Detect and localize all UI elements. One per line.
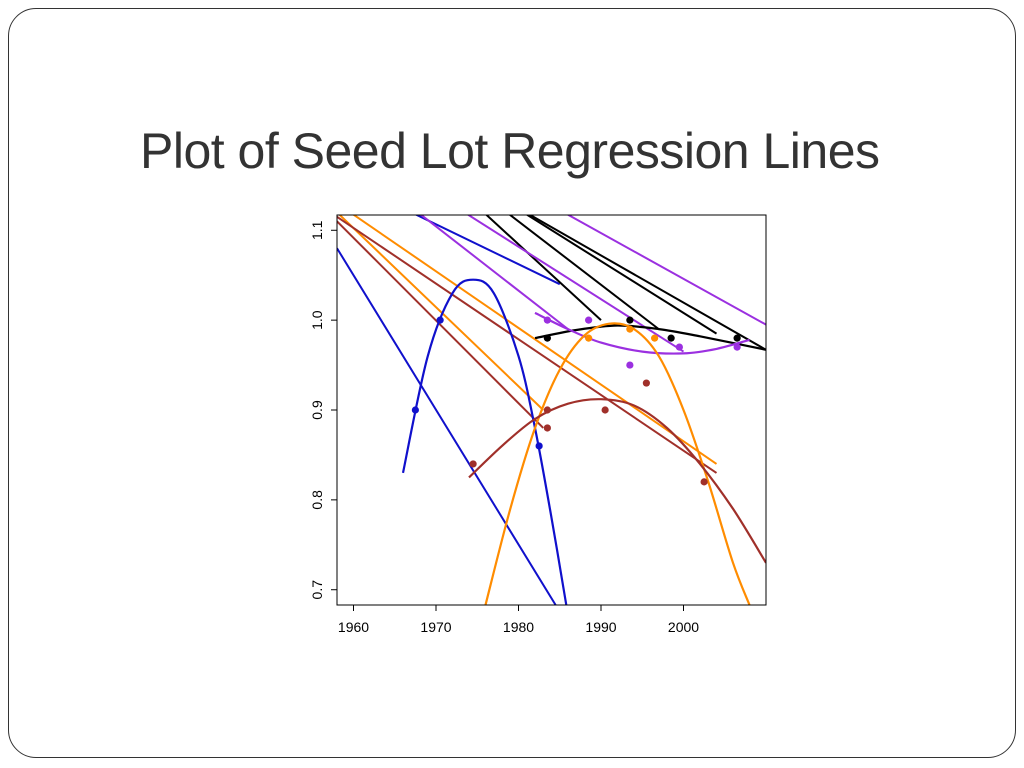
fit-curve-0 — [401, 278, 568, 605]
y-tick-label: 0.7 — [309, 580, 325, 600]
regression-line-1-3 — [485, 215, 602, 321]
data-point-2-0 — [543, 316, 551, 324]
slide-frame — [8, 8, 1016, 758]
regression-line-2-1 — [466, 215, 685, 353]
fit-curve-2 — [534, 311, 750, 355]
x-tick-label: 1960 — [338, 619, 369, 635]
regression-line-4-0 — [337, 215, 718, 474]
regression-line-1-2 — [508, 215, 660, 330]
regression-line-4-1 — [337, 220, 544, 429]
regression-line-0-0 — [337, 247, 557, 605]
data-point-0-2 — [535, 442, 543, 450]
data-point-4-3 — [601, 406, 609, 414]
x-tick-label: 1990 — [585, 619, 616, 635]
data-point-3-2 — [651, 334, 659, 342]
data-point-3-0 — [585, 334, 593, 342]
fit-curve-4 — [468, 398, 766, 564]
fit-curve-3 — [484, 322, 751, 605]
data-point-4-5 — [700, 478, 708, 486]
data-point-1-3 — [733, 334, 741, 342]
y-tick-label: 1.0 — [309, 310, 325, 330]
data-point-4-0 — [469, 460, 477, 468]
data-point-1-2 — [667, 334, 675, 342]
data-point-4-2 — [543, 406, 551, 414]
x-tick-label: 2000 — [668, 619, 699, 635]
y-tick-label: 0.8 — [309, 490, 325, 510]
data-point-3-1 — [626, 325, 634, 333]
data-point-0-0 — [411, 406, 419, 414]
regression-line-3-0 — [352, 215, 718, 465]
data-point-1-1 — [626, 316, 634, 324]
y-tick-label: 1.1 — [309, 220, 325, 240]
regression-line-1-0 — [528, 215, 766, 351]
data-point-4-1 — [543, 424, 551, 432]
data-point-0-1 — [436, 316, 444, 324]
regression-line-1-1 — [525, 215, 718, 335]
data-point-2-3 — [675, 343, 683, 351]
x-tick-label: 1970 — [420, 619, 451, 635]
x-tick-label: 1980 — [503, 619, 534, 635]
regression-line-3-1 — [338, 215, 544, 411]
regression-line-2-0 — [566, 215, 766, 326]
data-point-2-1 — [585, 316, 593, 324]
regression-line-0-1 — [414, 215, 561, 286]
data-point-2-2 — [626, 361, 634, 369]
slide-title: Plot of Seed Lot Regression Lines — [140, 123, 880, 179]
data-point-4-4 — [642, 379, 650, 387]
regression-line-2-2 — [419, 215, 569, 330]
data-point-1-0 — [543, 334, 551, 342]
y-tick-label: 0.9 — [309, 400, 325, 420]
data-point-2-4 — [733, 343, 741, 351]
